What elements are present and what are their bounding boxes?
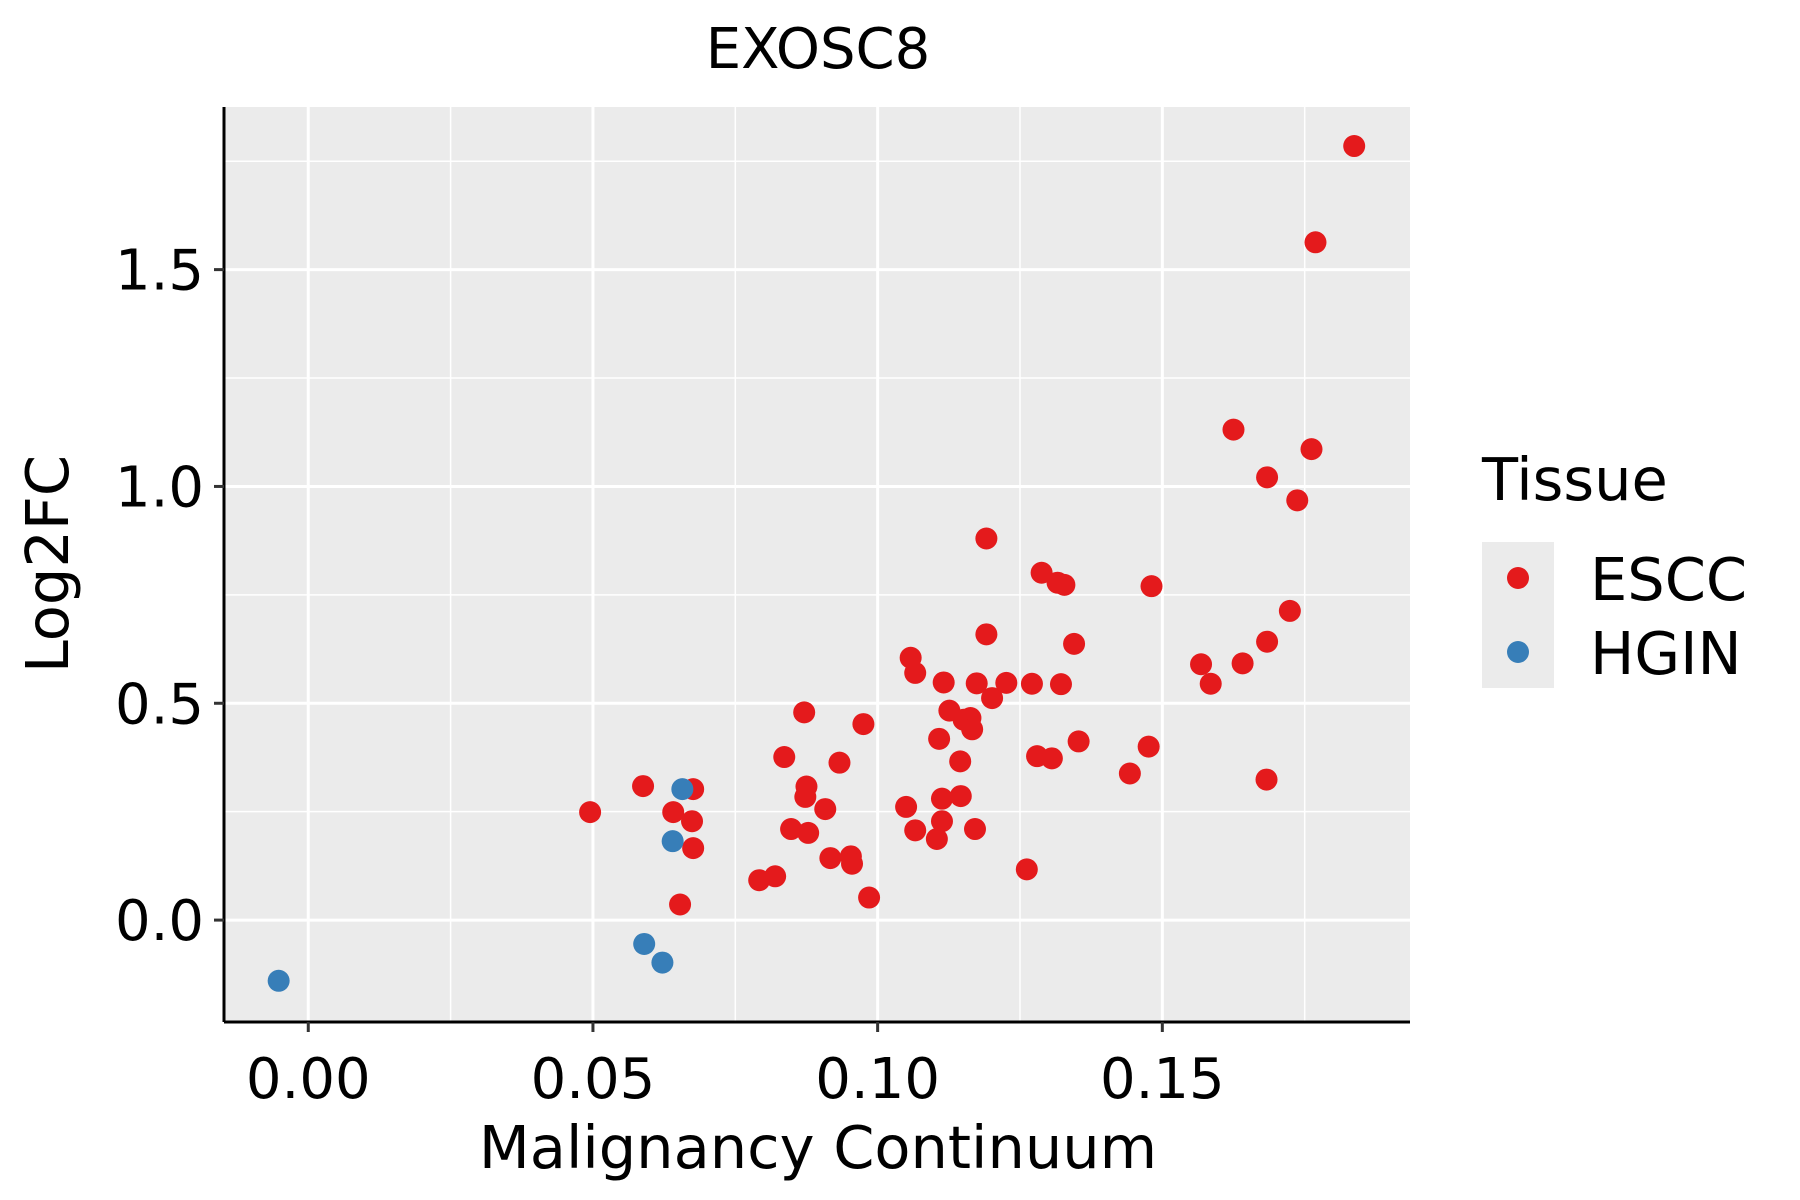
data-point-escc xyxy=(852,713,875,736)
data-point-escc xyxy=(925,828,948,850)
x-tick-label: 0.05 xyxy=(531,1047,656,1112)
data-point-escc xyxy=(964,818,987,841)
data-point-escc xyxy=(1256,630,1279,653)
data-point-escc xyxy=(949,750,972,773)
data-point-escc xyxy=(1343,135,1366,158)
data-point-escc xyxy=(975,527,998,550)
data-point-escc xyxy=(819,847,842,870)
data-point-escc xyxy=(1286,489,1309,512)
data-point-escc xyxy=(1067,730,1090,753)
y-axis-ticks: 0.0 0.5 1.0 1.5 xyxy=(115,239,224,954)
data-point-escc xyxy=(632,775,655,798)
data-point-escc xyxy=(1231,652,1254,675)
data-point-hgin xyxy=(661,830,684,853)
x-tick-label: 0.00 xyxy=(246,1047,371,1112)
chart-title: EXOSC8 xyxy=(706,17,931,82)
data-point-escc xyxy=(981,687,1004,710)
data-point-escc xyxy=(773,746,796,769)
data-point-escc xyxy=(681,810,704,833)
data-point-escc xyxy=(1190,653,1213,676)
data-point-escc xyxy=(793,701,816,724)
data-point-escc xyxy=(904,819,927,842)
x-tick-label: 0.10 xyxy=(815,1047,940,1112)
data-point-escc xyxy=(961,718,984,741)
y-tick-label: 1.5 xyxy=(115,239,204,304)
data-point-hgin xyxy=(651,951,674,974)
data-point-escc xyxy=(764,865,787,888)
data-point-hgin xyxy=(671,778,694,801)
data-point-escc xyxy=(1300,438,1323,461)
data-point-escc xyxy=(895,795,918,818)
data-point-escc xyxy=(1304,231,1327,254)
data-point-escc xyxy=(1137,735,1160,758)
data-point-escc xyxy=(1049,673,1072,696)
data-point-escc xyxy=(949,785,972,808)
data-point-escc xyxy=(797,821,820,844)
legend-key-escc xyxy=(1507,567,1529,589)
data-point-escc xyxy=(1140,575,1163,598)
data-point-hgin xyxy=(633,932,656,955)
data-point-escc xyxy=(965,672,988,695)
data-point-escc xyxy=(1256,466,1279,489)
data-point-escc xyxy=(1030,561,1053,584)
data-point-escc xyxy=(669,893,692,916)
data-points xyxy=(267,135,1366,992)
grid-major xyxy=(224,107,1410,1022)
x-axis-ticks: 0.00 0.05 0.10 0.15 xyxy=(246,1022,1225,1112)
data-point-escc xyxy=(1053,573,1076,596)
data-point-escc xyxy=(814,798,837,821)
data-point-escc xyxy=(858,886,881,909)
data-point-escc xyxy=(794,785,817,808)
y-tick-label: 0.5 xyxy=(115,672,204,737)
data-point-escc xyxy=(995,671,1018,694)
y-axis-label: Log2FC xyxy=(13,455,82,673)
legend-label-hgin: HGIN xyxy=(1590,619,1742,688)
legend-key-hgin xyxy=(1507,641,1529,663)
data-point-escc xyxy=(1222,418,1245,441)
data-point-escc xyxy=(930,810,953,833)
data-point-escc xyxy=(1020,672,1043,695)
x-tick-label: 0.15 xyxy=(1100,1047,1225,1112)
data-point-escc xyxy=(930,787,953,810)
legend-label-escc: ESCC xyxy=(1590,545,1747,614)
data-point-escc xyxy=(1040,747,1063,770)
data-point-escc xyxy=(682,837,705,860)
data-point-escc xyxy=(928,727,951,750)
data-point-escc xyxy=(1199,672,1222,695)
data-point-escc xyxy=(579,801,602,824)
y-tick-label: 1.0 xyxy=(115,455,204,520)
legend: Tissue ESCC HGIN xyxy=(1481,445,1747,688)
data-point-escc xyxy=(841,852,864,875)
data-point-escc xyxy=(1255,768,1278,791)
x-axis-label: Malignancy Continuum xyxy=(479,1113,1157,1182)
data-point-hgin xyxy=(267,969,290,992)
data-point-escc xyxy=(662,801,685,824)
data-point-escc xyxy=(828,751,851,774)
data-point-escc xyxy=(904,661,927,684)
legend-title: Tissue xyxy=(1481,445,1668,514)
y-tick-label: 0.0 xyxy=(115,889,204,954)
data-point-escc xyxy=(932,671,955,694)
data-point-escc xyxy=(1015,858,1038,881)
data-point-escc xyxy=(1118,762,1141,785)
data-point-escc xyxy=(975,623,998,646)
data-point-escc xyxy=(1278,599,1301,622)
data-point-escc xyxy=(1063,632,1086,655)
legend-key-background xyxy=(1482,542,1554,688)
data-point-escc xyxy=(780,818,803,841)
plot-panel xyxy=(224,107,1410,1022)
